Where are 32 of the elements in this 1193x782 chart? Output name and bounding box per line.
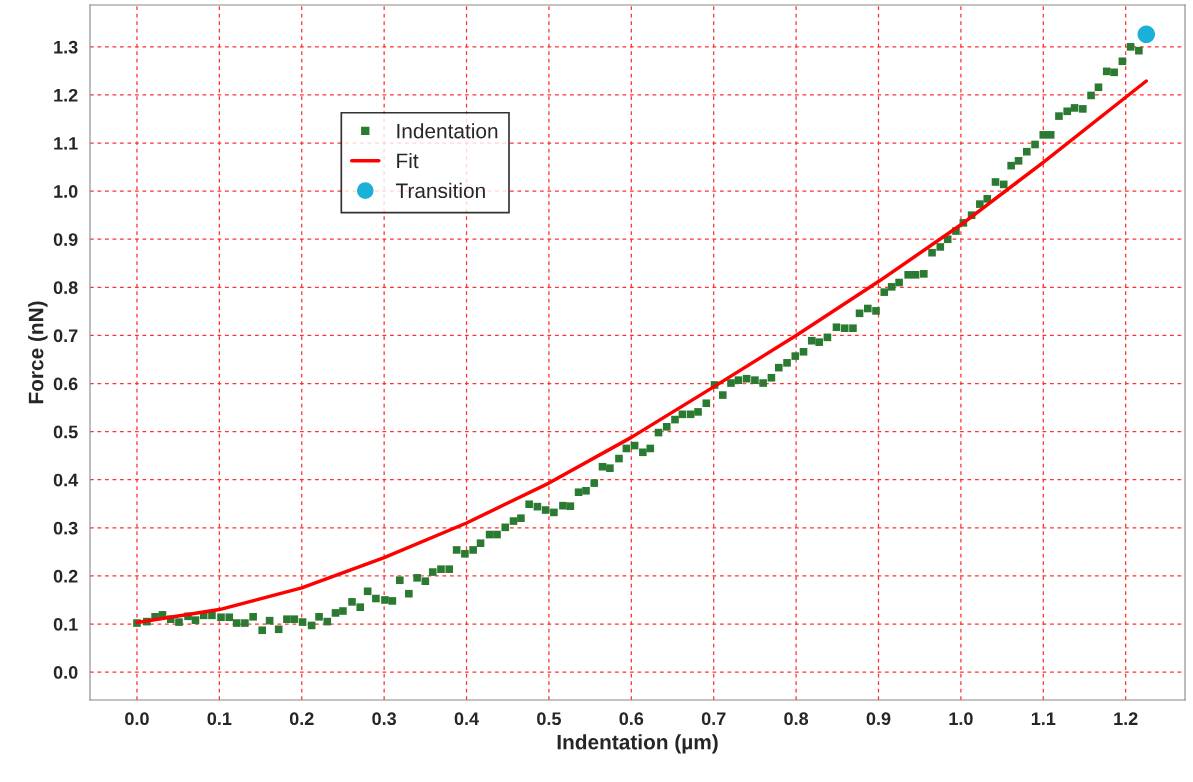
y-tick-label: 0.7 (53, 329, 78, 343)
y-axis-title: Force (nN) (28, 301, 48, 404)
x-tick-label: 0.8 (784, 712, 809, 726)
y-tick-label: 1.1 (54, 137, 78, 150)
y-tick-label: 0.0 (53, 666, 78, 679)
y-tick-label: 0.6 (53, 377, 78, 391)
x-tick-label: 0.0 (125, 712, 149, 726)
y-tick-label: 0.9 (53, 233, 78, 246)
x-tick-label: 0.5 (537, 712, 561, 726)
y-tick-label: 0.8 (53, 281, 78, 295)
x-tick-label: 1.2 (1114, 712, 1138, 725)
y-tick-label: 1.2 (54, 88, 78, 102)
y-tick-label: 0.2 (53, 569, 78, 583)
y-tick-label: 1.3 (54, 40, 78, 54)
legend-label: Fit (397, 152, 419, 169)
legend-label: Transition (395, 182, 485, 199)
x-tick-label: 0.3 (372, 712, 397, 726)
y-tick-label: 0.1 (53, 617, 78, 631)
x-tick-label: 0.1 (207, 712, 232, 726)
x-tick-label: 0.6 (619, 712, 644, 726)
x-tick-label: 0.9 (866, 712, 891, 726)
x-tick-label: 0.4 (454, 712, 479, 726)
x-tick-label: 0.2 (289, 712, 314, 726)
y-tick-label: 0.5 (53, 425, 78, 439)
legend-label: Indentation (397, 123, 498, 139)
y-tick-label: 0.3 (53, 521, 78, 535)
x-tick-label: 1.1 (1031, 712, 1056, 725)
y-tick-label: 0.4 (53, 473, 79, 487)
x-axis-title: Indentation (µm) (557, 734, 718, 754)
y-tick-label: 1.0 (54, 185, 78, 198)
x-tick-label: 1.0 (949, 712, 973, 726)
x-tick-label: 0.7 (701, 712, 726, 726)
